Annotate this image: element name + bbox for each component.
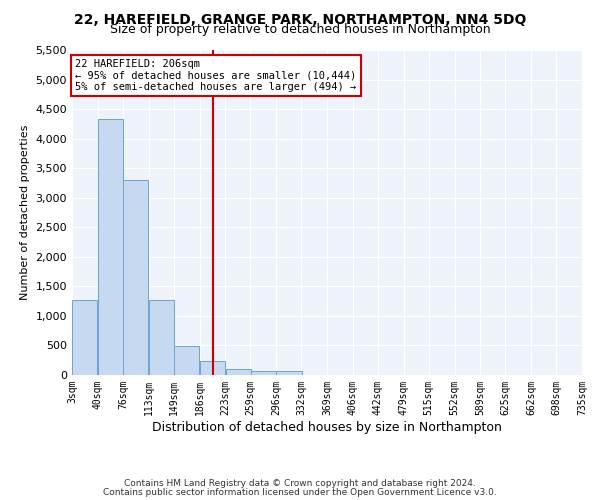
Text: Contains HM Land Registry data © Crown copyright and database right 2024.: Contains HM Land Registry data © Crown c… — [124, 479, 476, 488]
Bar — [123, 180, 148, 375]
Text: Size of property relative to detached houses in Northampton: Size of property relative to detached ho… — [110, 22, 490, 36]
Text: 22 HAREFIELD: 206sqm
← 95% of detached houses are smaller (10,444)
5% of semi-de: 22 HAREFIELD: 206sqm ← 95% of detached h… — [76, 59, 357, 92]
Bar — [73, 300, 97, 375]
Text: 22, HAREFIELD, GRANGE PARK, NORTHAMPTON, NN4 5DQ: 22, HAREFIELD, GRANGE PARK, NORTHAMPTON,… — [74, 12, 526, 26]
Bar — [98, 118, 123, 375]
Bar — [149, 300, 174, 375]
Bar — [174, 346, 199, 375]
Bar — [251, 370, 276, 375]
Y-axis label: Number of detached properties: Number of detached properties — [20, 125, 30, 300]
Text: Contains public sector information licensed under the Open Government Licence v3: Contains public sector information licen… — [103, 488, 497, 497]
Bar — [277, 372, 302, 375]
Bar — [226, 369, 251, 375]
Bar — [200, 362, 225, 375]
X-axis label: Distribution of detached houses by size in Northampton: Distribution of detached houses by size … — [152, 420, 502, 434]
